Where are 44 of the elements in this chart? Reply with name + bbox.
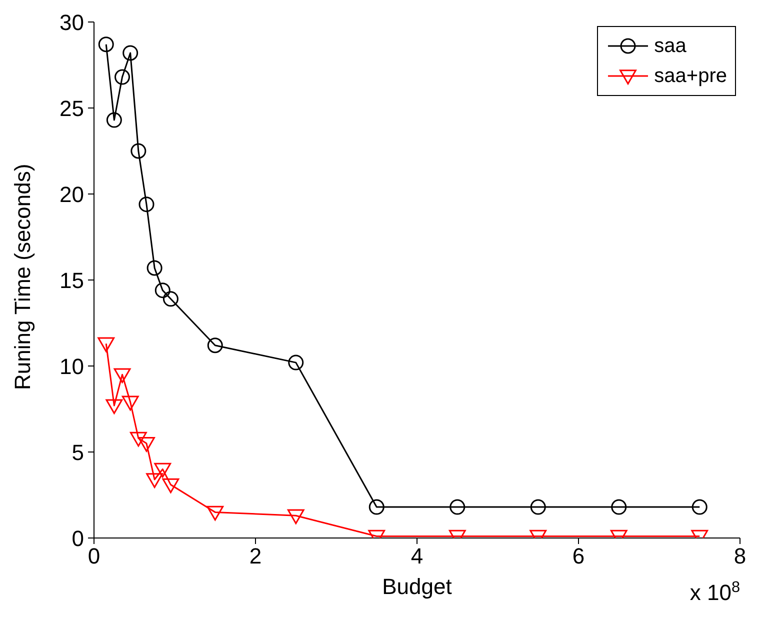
y-tick-label: 20 [60,182,84,207]
point [130,432,147,447]
point [368,499,384,515]
point [287,509,304,524]
point [154,282,170,298]
point [98,36,114,52]
text: x 10$^{8}$ [690,578,740,605]
point [206,506,224,521]
point [98,337,115,352]
x-tick-label: 0 [88,544,100,569]
point [154,462,172,478]
point [130,143,146,159]
x-tick-label: 8 [734,544,746,569]
x-axis-title: Budget [382,574,452,599]
legend-label: saa [654,34,686,58]
point [162,478,180,494]
point [146,473,164,488]
point [692,499,708,515]
point [122,45,138,61]
x-tick-label: 6 [572,544,585,569]
point [114,368,131,384]
legend-label: saa+pre [654,64,727,88]
y-tick-label: 15 [60,268,84,293]
y-tick-label: 5 [72,440,84,465]
point [106,399,123,414]
point [138,437,155,452]
y-tick-label: 30 [60,10,84,35]
y-tick-label: 25 [60,96,84,121]
point [611,499,627,515]
point [106,112,122,128]
point [146,260,162,276]
x-tick-label: 2 [249,544,262,569]
point [138,196,154,212]
point [450,499,466,515]
point [530,499,546,515]
y-tick-label: 10 [60,354,84,379]
point [114,69,130,85]
y-axis-title: Runing Time (seconds) [10,164,35,390]
point [122,396,139,411]
point [207,338,223,354]
y-tick-label: 0 [72,526,84,551]
point [288,354,304,370]
x-tick-label: 4 [410,544,424,569]
point [162,291,178,307]
